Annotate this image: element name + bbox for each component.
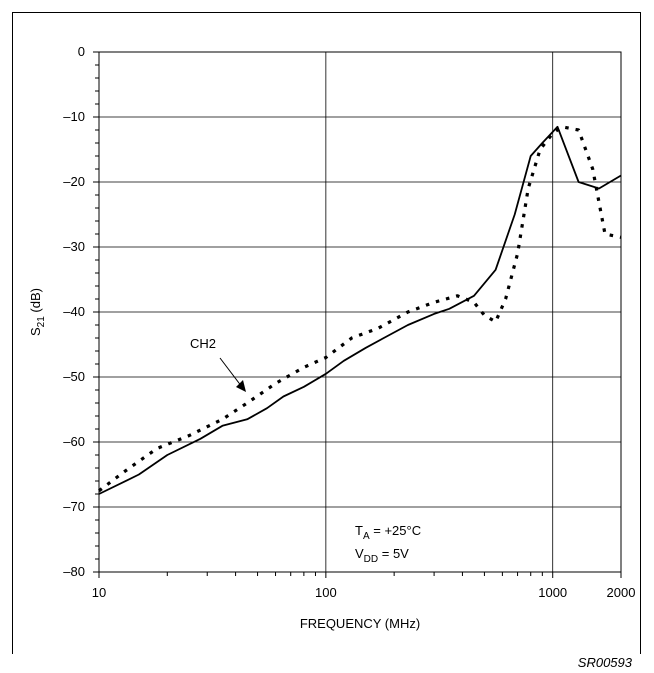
voltage-value: = 5V xyxy=(378,546,409,561)
x-tick-label: 2000 xyxy=(607,585,636,600)
y-tick-label: –80 xyxy=(63,564,85,579)
voltage-symbol: V xyxy=(355,546,364,561)
ch2-annotation: CH2 xyxy=(190,336,216,351)
plot-border xyxy=(98,51,622,573)
y-tick-label: –20 xyxy=(63,174,85,189)
y-tick-label: –40 xyxy=(63,304,85,319)
ch2-dotted-series xyxy=(98,125,622,493)
y-tick-label: 0 xyxy=(78,44,85,59)
y-axis-label-main: S xyxy=(28,327,43,336)
x-axis-label: FREQUENCY (MHz) xyxy=(300,616,420,631)
y-tick-label: –70 xyxy=(63,499,85,514)
temperature-subscript: A xyxy=(363,531,370,542)
ch2-arrow-line xyxy=(219,357,243,388)
y-tick-label: –10 xyxy=(63,109,85,124)
supply-voltage-condition: VDD = 5V xyxy=(355,546,409,565)
solid-series xyxy=(98,125,622,495)
x-tick-label: 100 xyxy=(315,585,337,600)
voltage-subscript: DD xyxy=(364,554,378,565)
y-tick-label: –60 xyxy=(63,434,85,449)
x-tick-label: 1000 xyxy=(538,585,567,600)
temperature-value: = +25°C xyxy=(370,523,421,538)
y-tick-label: –30 xyxy=(63,239,85,254)
y-tick-label: –50 xyxy=(63,369,85,384)
temperature-symbol: T xyxy=(355,523,363,538)
y-axis-label-sub: 21 xyxy=(36,316,47,328)
figure-id: SR00593 xyxy=(577,655,632,670)
ch2-arrow-head xyxy=(236,380,246,392)
y-axis-label-suffix: (dB) xyxy=(28,288,43,316)
x-tick-label: 10 xyxy=(92,585,106,600)
y-axis-label: S21 (dB) xyxy=(28,288,47,336)
figure-frame xyxy=(12,12,641,654)
temperature-condition: TA = +25°C xyxy=(355,523,421,542)
